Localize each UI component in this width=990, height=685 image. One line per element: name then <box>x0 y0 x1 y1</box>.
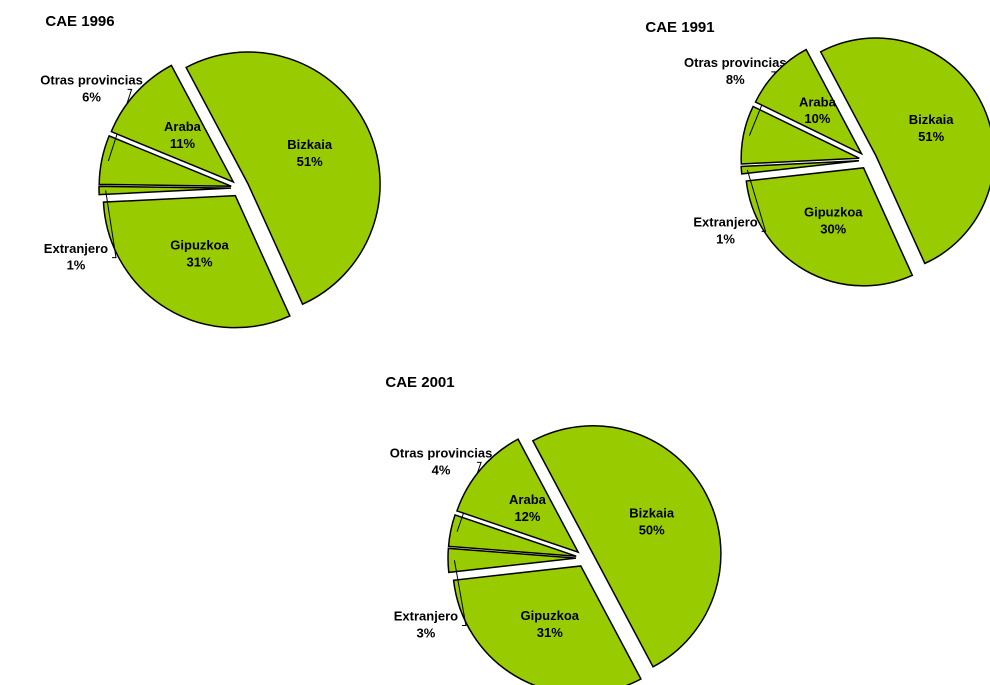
slice-label: Araba 12% <box>509 493 547 525</box>
slice-name: Extranjero <box>693 215 757 230</box>
slice-name: Bizkaia <box>287 137 333 152</box>
slice-label: Bizkaia 51% <box>287 137 333 169</box>
pie-slice <box>185 51 381 306</box>
slice-label: Araba 10% <box>799 95 837 127</box>
slice-name: Gipuzkoa <box>804 205 863 220</box>
pie-slice <box>740 105 860 165</box>
slice-label: Bizkaia 51% <box>909 113 955 145</box>
pie-slice <box>98 185 232 196</box>
leader-line <box>453 560 467 627</box>
slice-label: Extranjero 1% <box>44 241 108 273</box>
slice-label: Gipuzkoa 31% <box>521 608 580 640</box>
slice-value: 10% <box>804 112 830 127</box>
slice-name: Extranjero <box>44 241 108 256</box>
pie-slice <box>102 194 291 329</box>
slice-value: 11% <box>170 136 196 151</box>
slice-name: Araba <box>509 493 547 508</box>
chart-title: CAE 1991 <box>645 19 714 36</box>
slice-label: Otras provincias 8% <box>684 55 787 87</box>
slice-label: Otras provincias 6% <box>40 73 143 105</box>
slice-label: Gipuzkoa 30% <box>804 205 863 237</box>
slice-name: Bizkaia <box>629 506 675 521</box>
slice-label: Extranjero 1% <box>693 215 757 247</box>
slice-label: Extranjero 3% <box>394 609 458 641</box>
leader-line <box>746 169 767 232</box>
slice-name: Extranjero <box>394 609 458 624</box>
slice-name: Gipuzkoa <box>521 608 580 623</box>
slice-label: Araba 11% <box>164 119 202 151</box>
slice-label: Gipuzkoa 31% <box>170 238 229 270</box>
leader-line <box>748 71 777 136</box>
slice-value: 8% <box>726 72 745 87</box>
slice-name: Araba <box>164 119 202 134</box>
slice-name: Araba <box>799 95 837 110</box>
chart-title: CAE 1996 <box>45 13 114 30</box>
pie-slice <box>754 48 864 156</box>
slice-value: 6% <box>82 90 101 105</box>
slice-value: 3% <box>417 626 436 641</box>
slice-label: Otras provincias 4% <box>390 446 493 478</box>
slice-name: Otras provincias <box>390 446 493 461</box>
slice-name: Otras provincias <box>684 55 787 70</box>
slice-name: Otras provincias <box>40 73 143 88</box>
leader-line <box>105 190 117 259</box>
slice-value: 51% <box>297 154 323 169</box>
slice-value: 30% <box>820 222 846 237</box>
slice-name: Bizkaia <box>909 113 955 128</box>
slice-value: 50% <box>639 523 665 538</box>
pie-slice <box>456 438 580 554</box>
pie-slice <box>531 425 722 668</box>
leader-line <box>107 88 133 162</box>
pie-slice <box>819 37 990 265</box>
slice-value: 51% <box>918 129 944 144</box>
pie-slice <box>452 565 642 685</box>
pie-slice <box>110 64 235 184</box>
pie-slice <box>745 167 914 287</box>
pie-slice <box>740 159 860 175</box>
slice-value: 31% <box>187 255 213 270</box>
slice-label: Bizkaia 50% <box>629 506 675 538</box>
pie-slice <box>447 547 577 574</box>
slice-value: 1% <box>716 232 735 247</box>
slice-value: 4% <box>432 463 451 478</box>
slice-value: 31% <box>537 625 563 640</box>
slice-value: 12% <box>514 510 540 525</box>
chart-title: CAE 2001 <box>385 374 454 391</box>
slice-value: 1% <box>67 258 86 273</box>
pie-slice <box>98 134 232 187</box>
pie-slice <box>447 513 577 557</box>
slice-name: Gipuzkoa <box>170 238 229 253</box>
